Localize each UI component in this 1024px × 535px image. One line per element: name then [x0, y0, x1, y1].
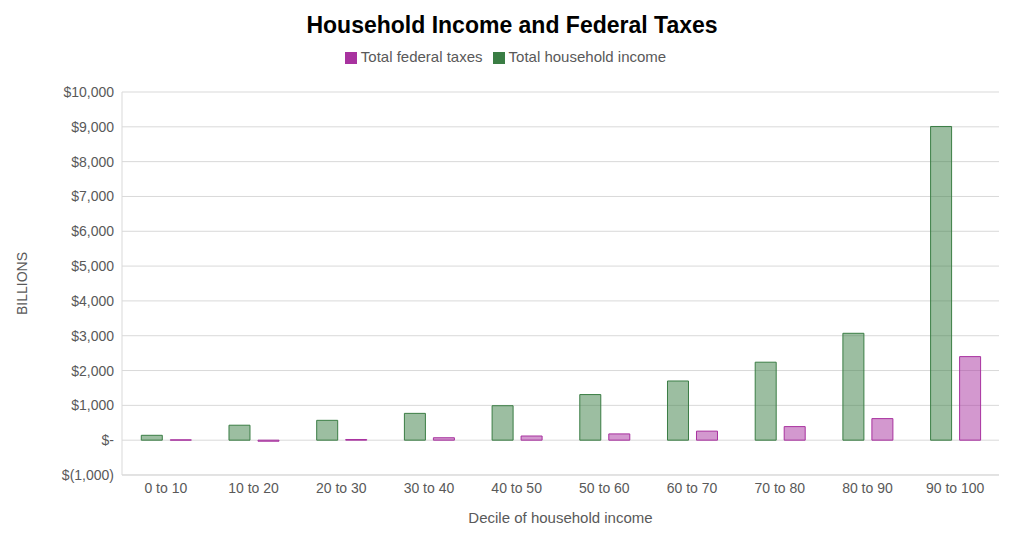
- svg-text:$9,000: $9,000: [71, 119, 114, 135]
- svg-text:BILLIONS: BILLIONS: [14, 252, 30, 315]
- svg-text:$(1,000): $(1,000): [62, 467, 114, 483]
- svg-text:$6,000: $6,000: [71, 223, 114, 239]
- svg-text:$1,000: $1,000: [71, 397, 114, 413]
- svg-text:70 to 80: 70 to 80: [754, 480, 805, 496]
- svg-text:$7,000: $7,000: [71, 188, 114, 204]
- svg-text:$2,000: $2,000: [71, 363, 114, 379]
- html-text:Total federal taxes: Total federal taxes: [360, 48, 483, 65]
- svg-text:0 to 10: 0 to 10: [144, 480, 187, 496]
- svg-text:20 to 30: 20 to 30: [316, 480, 367, 496]
- svg-text:40 to 50: 40 to 50: [491, 480, 542, 496]
- svg-text:80 to 90: 80 to 90: [842, 480, 893, 496]
- svg-text:$10,000: $10,000: [63, 84, 114, 100]
- svg-text:10 to 20: 10 to 20: [228, 480, 279, 496]
- svg-text:30 to 40: 30 to 40: [404, 480, 455, 496]
- svg-text:$-: $-: [102, 432, 115, 448]
- svg-text:$8,000: $8,000: [71, 154, 114, 170]
- html-text:Household Income and Federal T: Household Income and Federal Taxes: [306, 12, 718, 38]
- svg-text:$4,000: $4,000: [71, 293, 114, 309]
- svg-text:90 to 100: 90 to 100: [926, 480, 985, 496]
- svg-text:Decile of household income: Decile of household income: [468, 509, 652, 526]
- svg-text:60 to 70: 60 to 70: [667, 480, 718, 496]
- svg-text:$3,000: $3,000: [71, 328, 114, 344]
- html-text:Total household income: Total household income: [508, 48, 667, 65]
- svg-text:50 to 60: 50 to 60: [579, 480, 630, 496]
- svg-text:$5,000: $5,000: [71, 258, 114, 274]
